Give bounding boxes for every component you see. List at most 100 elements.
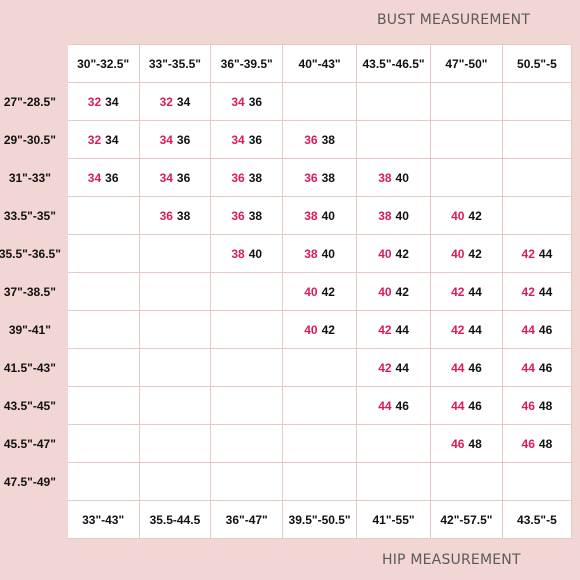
- size-primary: 42: [378, 360, 392, 375]
- bust-column-header: 43.5"-46.5": [356, 44, 432, 83]
- size-cell: 36 38: [210, 158, 284, 197]
- size-cell: [138, 424, 212, 463]
- size-secondary: 46: [395, 398, 409, 413]
- size-cell: [430, 158, 503, 197]
- size-primary: 42: [451, 284, 465, 299]
- size-cell: [138, 272, 212, 311]
- size-primary: 32: [87, 132, 102, 147]
- size-cell: [66, 462, 140, 501]
- size-cell: 36 38: [210, 196, 284, 235]
- table-row: 29"-30.5" 32 34 34 36 34 36 36 38: [0, 120, 573, 159]
- corner-cell: [0, 500, 68, 539]
- size-primary: 32: [159, 94, 173, 109]
- size-primary: 42: [521, 246, 535, 261]
- size-chart-table: 30"-32.5" 33"-35.5" 36"-39.5" 40"-43" 43.5"-…: [0, 44, 573, 539]
- size-secondary: 46: [468, 398, 482, 413]
- size-secondary: 38: [176, 208, 191, 223]
- size-cell: [501, 82, 573, 121]
- size-cell: 36 38: [138, 196, 212, 235]
- size-cell: 40 42: [356, 234, 432, 273]
- size-cell: [210, 462, 284, 501]
- bust-column-header: 50.5"-5: [501, 44, 573, 83]
- table-row: 43.5"-45" 44 46 44 46 46 48: [0, 386, 573, 425]
- size-cell: [282, 82, 358, 121]
- size-secondary: 48: [538, 436, 553, 451]
- size-cell: 42 44: [356, 310, 432, 349]
- size-cell: [501, 196, 573, 235]
- waist-row-header: 31"-33": [0, 158, 68, 197]
- size-primary: 38: [304, 246, 318, 261]
- size-secondary: 40: [395, 208, 409, 223]
- size-cell: 42 44: [430, 310, 503, 349]
- size-secondary: 42: [321, 322, 335, 337]
- size-cell: 38 40: [282, 196, 358, 235]
- table-row: 41.5"-43" 42 44 44 46 44 46: [0, 348, 573, 387]
- size-secondary: 46: [538, 322, 553, 337]
- size-cell: [430, 120, 503, 159]
- size-primary: 40: [451, 208, 465, 223]
- size-primary: 46: [521, 436, 535, 451]
- waist-row-header: 43.5"-45": [0, 386, 68, 425]
- bust-header-row: 30"-32.5" 33"-35.5" 36"-39.5" 40"-43" 43.5"-…: [0, 44, 573, 83]
- waist-row-header: 45.5"-47": [0, 424, 68, 463]
- size-cell: [66, 272, 140, 311]
- size-cell: 38 40: [356, 196, 432, 235]
- size-cell: 40 42: [430, 196, 503, 235]
- size-cell: 38 40: [282, 234, 358, 273]
- size-cell: [210, 310, 284, 349]
- table-row: 35.5"-36.5" 38 40 38 40 40 42 40 42 42 44: [0, 234, 573, 273]
- table-row: 27"-28.5" 32 34 32 34 34 36: [0, 82, 573, 121]
- size-cell: [66, 310, 140, 349]
- waist-row-header: 37"-38.5": [0, 272, 68, 311]
- size-primary: 38: [304, 208, 318, 223]
- size-primary: 36: [159, 208, 173, 223]
- size-secondary: 42: [321, 284, 335, 299]
- waist-row-header: 27"-28.5": [0, 82, 68, 121]
- size-cell: [138, 348, 212, 387]
- bust-column-header: 40"-43": [282, 44, 358, 83]
- size-primary: 34: [159, 132, 173, 147]
- size-secondary: 36: [176, 132, 191, 147]
- size-secondary: 40: [395, 170, 409, 185]
- size-cell: 40 42: [282, 272, 358, 311]
- size-primary: 34: [231, 94, 245, 109]
- size-secondary: 36: [248, 94, 263, 109]
- size-cell: 38 40: [210, 234, 284, 273]
- size-primary: 44: [451, 360, 465, 375]
- size-cell: 32 34: [138, 82, 212, 121]
- size-primary: 32: [87, 94, 102, 109]
- size-primary: 44: [521, 322, 535, 337]
- size-cell: 46 48: [430, 424, 503, 463]
- waist-row-header: 35.5"-36.5": [0, 234, 68, 273]
- size-cell: [501, 120, 573, 159]
- hip-column-footer: 35.5-44.5: [138, 500, 212, 539]
- size-primary: 38: [231, 246, 245, 261]
- hip-column-footer: 39.5"-50.5": [282, 500, 358, 539]
- size-cell: [138, 462, 212, 501]
- size-secondary: 42: [395, 284, 409, 299]
- size-cell: [356, 424, 432, 463]
- size-cell: [66, 196, 140, 235]
- size-cell: 46 48: [501, 386, 573, 425]
- size-secondary: 38: [248, 170, 263, 185]
- size-cell: [282, 348, 358, 387]
- size-secondary: 40: [321, 246, 335, 261]
- size-cell: [356, 462, 432, 501]
- size-cell: [210, 424, 284, 463]
- size-secondary: 34: [176, 94, 191, 109]
- size-secondary: 44: [468, 322, 482, 337]
- table-row: 45.5"-47" 46 48 46 48: [0, 424, 573, 463]
- size-cell: [210, 386, 284, 425]
- size-cell: [210, 272, 284, 311]
- size-primary: 42: [451, 322, 465, 337]
- size-cell: 40 42: [430, 234, 503, 273]
- table-row: 33.5"-35" 36 38 36 38 38 40 38 40 40 42: [0, 196, 573, 235]
- waist-row-header: 29"-30.5": [0, 120, 68, 159]
- size-primary: 42: [378, 322, 392, 337]
- size-cell: [356, 120, 432, 159]
- size-cell: 32 34: [66, 82, 140, 121]
- bust-column-header: 33"-35.5": [138, 44, 212, 83]
- table-row: 31"-33" 34 36 34 36 36 38 36 38 38 40: [0, 158, 573, 197]
- size-cell: 44 46: [430, 386, 503, 425]
- size-primary: 44: [451, 398, 465, 413]
